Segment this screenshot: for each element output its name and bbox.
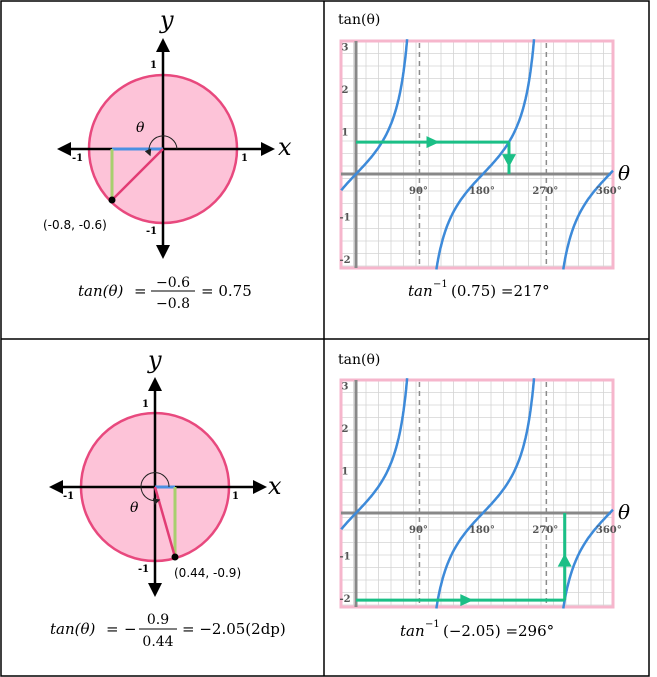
- formula-numerator-2: 0.9: [147, 612, 169, 628]
- formula-2: tan(θ) = − 0.9 0.44 = −2.05(2dp): [50, 612, 286, 650]
- tick-y-label: -2: [339, 594, 350, 605]
- unit-circle-2: y x 1 -1 -1 1 θ (0.44, -0.9): [49, 346, 282, 597]
- theta-axis-label-1: θ: [618, 161, 630, 185]
- tick-y-pos-2: 1: [142, 399, 149, 410]
- point-2: [171, 553, 179, 561]
- tick-y-label: 2: [342, 85, 349, 96]
- tick-x-neg-2: -1: [63, 491, 74, 502]
- radius-1: [111, 148, 164, 201]
- tan-graph-1: 90° 180° 270° 360° 3 2 1 -1 -2 tan(θ) θ tan −1 (…: [338, 12, 630, 300]
- graph-title-1: tan(θ): [338, 12, 380, 28]
- plot-frame: [339, 378, 615, 609]
- plot-frame: [339, 39, 615, 270]
- angle-label-1: θ: [136, 120, 145, 136]
- formula-rhs-2: = −2.05(2dp): [182, 620, 286, 638]
- caption-arg-1: (0.75) =217°: [451, 282, 550, 300]
- tan-curve-branch-2: [435, 378, 536, 609]
- formula-numerator-1: −0.6: [156, 275, 190, 291]
- tick-y-label: -1: [339, 213, 350, 224]
- x-axis-label-2: x: [268, 472, 282, 500]
- angle-arc-1: [144, 135, 178, 157]
- tan-curve-branch-3: [562, 508, 614, 609]
- formula-denominator-1: −0.8: [156, 296, 190, 312]
- caption-fn-1: tan: [408, 282, 433, 300]
- tick-y-neg-1: -1: [146, 226, 157, 237]
- tick-y-label: 3: [342, 43, 349, 54]
- unit-circle-1: y x 1 -1 -1 1 θ (-0.8, -0.6): [43, 6, 292, 259]
- tick-x-label: 180°: [469, 186, 495, 197]
- graph-caption-1: tan −1 (0.75) =217°: [408, 279, 550, 300]
- point-1: [108, 196, 116, 204]
- tick-y-label: 1: [342, 128, 349, 139]
- formula-lhs-1: tan(θ): [78, 282, 124, 300]
- point-label-1: (-0.8, -0.6): [43, 218, 107, 232]
- formula-sign-2: −: [124, 620, 137, 638]
- formula-rhs-1: = 0.75: [201, 282, 252, 300]
- tick-x-pos-2: 1: [232, 491, 239, 502]
- x-axis-label-1: x: [278, 133, 292, 161]
- tick-x-label: 90°: [409, 525, 428, 536]
- tick-x-pos-1: 1: [241, 153, 248, 164]
- graph-caption-2: tan −1 (−2.05) =296°: [400, 619, 554, 640]
- tick-y-label: 3: [342, 382, 349, 393]
- graph-marks-1: 90° 180° 270° 360° 3 2 1 -1 -2: [339, 39, 622, 270]
- caption-exp-1: −1: [433, 279, 448, 290]
- tick-y-neg-2: -1: [138, 564, 149, 575]
- caption-fn-2: tan: [400, 622, 425, 640]
- tan-curve-branch-1: [340, 39, 409, 192]
- tick-x-label: 360°: [596, 525, 622, 536]
- angle-arc-2: [140, 472, 170, 505]
- tick-y-label: 1: [342, 467, 349, 478]
- formula-denominator-2: 0.44: [142, 634, 173, 650]
- formula-eq-2: =: [106, 620, 119, 638]
- tan-curve-branch-2: [435, 39, 536, 270]
- tick-x-label: 270°: [532, 525, 558, 536]
- tick-x-label: 180°: [469, 525, 495, 536]
- vertical-arrowhead: [501, 154, 516, 168]
- formula-eq-1: =: [134, 282, 147, 300]
- formula-lhs-2: tan(θ): [50, 620, 96, 638]
- caption-exp-2: −1: [425, 619, 440, 630]
- tick-y-label: 2: [342, 424, 349, 435]
- theta-axis-label-2: θ: [618, 500, 630, 524]
- y-axis-label-1: y: [159, 6, 174, 34]
- caption-arg-2: (−2.05) =296°: [443, 622, 554, 640]
- angle-label-2: θ: [130, 500, 139, 516]
- y-axis-label-2: y: [147, 346, 162, 374]
- vertical-arrowhead: [557, 553, 572, 567]
- graph-marks-2: 90° 180° 270° 360° 3 2 1 -1 -2: [339, 378, 622, 609]
- formula-1: tan(θ) = −0.6 −0.8 = 0.75: [78, 275, 252, 312]
- tick-y-label: -1: [339, 552, 350, 563]
- tick-y-pos-1: 1: [150, 60, 157, 71]
- tick-x-label: 270°: [532, 186, 558, 197]
- tick-x-neg-1: -1: [72, 153, 83, 164]
- tick-x-label: 90°: [409, 186, 428, 197]
- graph-title-2: tan(θ): [338, 352, 380, 368]
- horizontal-arrowhead: [460, 594, 474, 607]
- horizontal-arrowhead: [426, 136, 440, 149]
- tick-x-label: 360°: [596, 186, 622, 197]
- tick-y-label: -2: [339, 255, 350, 266]
- tan-curve-branch-1: [340, 378, 409, 531]
- tan-graph-2: 90° 180° 270° 360° 3 2 1 -1 -2 tan(θ) θ tan −1 (…: [338, 352, 630, 640]
- tan-curve-branch-3: [562, 169, 614, 270]
- point-label-2: (0.44, -0.9): [174, 566, 241, 580]
